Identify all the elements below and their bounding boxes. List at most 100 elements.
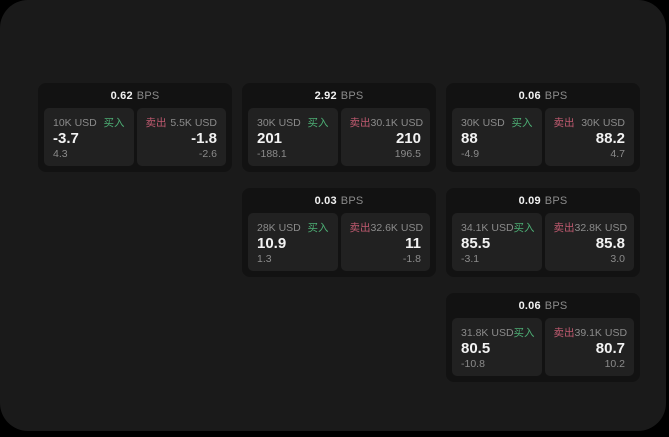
buy-panel[interactable]: 10K USD 买入 -3.7 4.3: [44, 108, 134, 166]
buy-sub-value: -188.1: [257, 148, 287, 160]
sell-panel[interactable]: 卖出 32.6K USD 11 -1.8: [340, 213, 430, 271]
buy-sub-value: -4.9: [461, 148, 480, 160]
buy-size-label: 10K USD: [53, 116, 97, 129]
buy-size-label: 28K USD: [257, 221, 301, 234]
sell-sub-value: -1.8: [402, 253, 421, 265]
quote-grid: 0.62 BPS 10K USD 买入 -3.7 4.3 卖出 5.5K USD…: [38, 83, 640, 382]
buy-price-value: 88: [461, 129, 478, 147]
buy-size-label: 30K USD: [461, 116, 505, 129]
sell-panel[interactable]: 卖出 32.8K USD 85.8 3.0: [544, 213, 634, 271]
bps-value: 0.62: [110, 89, 133, 102]
card-header: 2.92 BPS: [242, 83, 436, 108]
quote-card: 0.62 BPS 10K USD 买入 -3.7 4.3 卖出 5.5K USD…: [38, 83, 232, 172]
sell-side-label: 卖出: [553, 327, 575, 339]
bps-unit: BPS: [340, 194, 364, 207]
buy-price-value: 85.5: [461, 234, 491, 252]
sell-price-value: 85.8: [595, 234, 625, 252]
sell-side-label: 卖出: [553, 222, 575, 234]
quote-card: 2.92 BPS 30K USD 买入 201 -188.1 卖出 30.1K …: [242, 83, 436, 172]
buy-sub-value: -10.8: [461, 358, 485, 370]
sell-size-label: 30.1K USD: [370, 116, 424, 129]
card-body: 30K USD 买入 201 -188.1 卖出 30.1K USD 210 1…: [242, 108, 436, 172]
sell-panel[interactable]: 卖出 5.5K USD -1.8 -2.6: [136, 108, 226, 166]
sell-sub-value: 4.7: [610, 148, 625, 160]
sell-side-label: 卖出: [145, 117, 167, 129]
sell-size-label: 32.6K USD: [370, 221, 424, 234]
bps-unit: BPS: [544, 89, 568, 102]
sell-panel-top: 卖出 32.8K USD: [553, 220, 628, 235]
sell-sub-value: -2.6: [198, 148, 217, 160]
card-header: 0.06 BPS: [446, 83, 640, 108]
buy-side-label: 买入: [307, 117, 329, 129]
card-header: 0.09 BPS: [446, 188, 640, 213]
sell-price-value: 88.2: [595, 129, 625, 147]
buy-side-label: 买入: [103, 117, 125, 129]
buy-panel-top: 10K USD 买入: [53, 115, 125, 130]
sell-side-label: 卖出: [553, 117, 575, 129]
sell-price-value: 11: [405, 234, 421, 252]
sell-panel[interactable]: 卖出 30K USD 88.2 4.7: [544, 108, 634, 166]
buy-size-label: 30K USD: [257, 116, 301, 129]
bps-value: 0.03: [314, 194, 337, 207]
sell-size-label: 32.8K USD: [574, 221, 628, 234]
sell-panel[interactable]: 卖出 39.1K USD 80.7 10.2: [544, 318, 634, 376]
bps-value: 0.06: [518, 299, 541, 312]
buy-panel-top: 31.8K USD 买入: [461, 325, 535, 340]
sell-panel-top: 卖出 39.1K USD: [553, 325, 628, 340]
card-header: 0.06 BPS: [446, 293, 640, 318]
sell-price-value: -1.8: [191, 129, 217, 147]
bps-unit: BPS: [340, 89, 364, 102]
buy-side-label: 买入: [307, 222, 329, 234]
buy-price-value: -3.7: [53, 129, 79, 147]
buy-price-value: 201: [257, 129, 283, 147]
card-body: 10K USD 买入 -3.7 4.3 卖出 5.5K USD -1.8 -2.…: [38, 108, 232, 172]
buy-panel[interactable]: 34.1K USD 买入 85.5 -3.1: [452, 213, 542, 271]
buy-panel-top: 28K USD 买入: [257, 220, 329, 235]
sell-side-label: 卖出: [349, 222, 371, 234]
buy-sub-value: 4.3: [53, 148, 68, 160]
sell-sub-value: 196.5: [394, 148, 421, 160]
buy-panel[interactable]: 28K USD 买入 10.9 1.3: [248, 213, 338, 271]
buy-panel[interactable]: 31.8K USD 买入 80.5 -10.8: [452, 318, 542, 376]
buy-price-value: 80.5: [461, 339, 491, 357]
bps-value: 0.06: [518, 89, 541, 102]
sell-size-label: 5.5K USD: [170, 116, 217, 129]
buy-sub-value: -3.1: [461, 253, 480, 265]
buy-side-label: 买入: [513, 222, 535, 234]
buy-size-label: 34.1K USD: [461, 221, 514, 234]
sell-sub-value: 3.0: [610, 253, 625, 265]
bps-unit: BPS: [544, 299, 568, 312]
sell-panel-top: 卖出 30K USD: [554, 115, 626, 130]
buy-sub-value: 1.3: [257, 253, 272, 265]
quote-card: 0.06 BPS 30K USD 买入 88 -4.9 卖出 30K USD 8…: [446, 83, 640, 172]
bps-value: 2.92: [314, 89, 337, 102]
card-header: 0.62 BPS: [38, 83, 232, 108]
buy-side-label: 买入: [511, 117, 533, 129]
buy-panel[interactable]: 30K USD 买入 201 -188.1: [248, 108, 338, 166]
quote-card: 0.09 BPS 34.1K USD 买入 85.5 -3.1 卖出 32.8K…: [446, 188, 640, 277]
sell-price-value: 80.7: [595, 339, 625, 357]
card-body: 30K USD 买入 88 -4.9 卖出 30K USD 88.2 4.7: [446, 108, 640, 172]
buy-panel-top: 30K USD 买入: [257, 115, 329, 130]
buy-size-label: 31.8K USD: [461, 326, 514, 339]
card-body: 28K USD 买入 10.9 1.3 卖出 32.6K USD 11 -1.8: [242, 213, 436, 277]
sell-sub-value: 10.2: [604, 358, 625, 370]
sell-side-label: 卖出: [349, 117, 371, 129]
bps-unit: BPS: [544, 194, 568, 207]
card-body: 34.1K USD 买入 85.5 -3.1 卖出 32.8K USD 85.8…: [446, 213, 640, 277]
buy-panel[interactable]: 30K USD 买入 88 -4.9: [452, 108, 542, 166]
quote-card: 0.03 BPS 28K USD 买入 10.9 1.3 卖出 32.6K US…: [242, 188, 436, 277]
sell-panel-top: 卖出 30.1K USD: [349, 115, 424, 130]
bps-unit: BPS: [136, 89, 160, 102]
card-body: 31.8K USD 买入 80.5 -10.8 卖出 39.1K USD 80.…: [446, 318, 640, 382]
quote-card: 0.06 BPS 31.8K USD 买入 80.5 -10.8 卖出 39.1…: [446, 293, 640, 382]
buy-price-value: 10.9: [257, 234, 287, 252]
sell-size-label: 30K USD: [581, 116, 625, 129]
bps-value: 0.09: [518, 194, 541, 207]
buy-panel-top: 30K USD 买入: [461, 115, 533, 130]
sell-panel-top: 卖出 5.5K USD: [146, 115, 218, 130]
buy-side-label: 买入: [513, 327, 535, 339]
sell-panel-top: 卖出 32.6K USD: [349, 220, 424, 235]
sell-panel[interactable]: 卖出 30.1K USD 210 196.5: [340, 108, 430, 166]
